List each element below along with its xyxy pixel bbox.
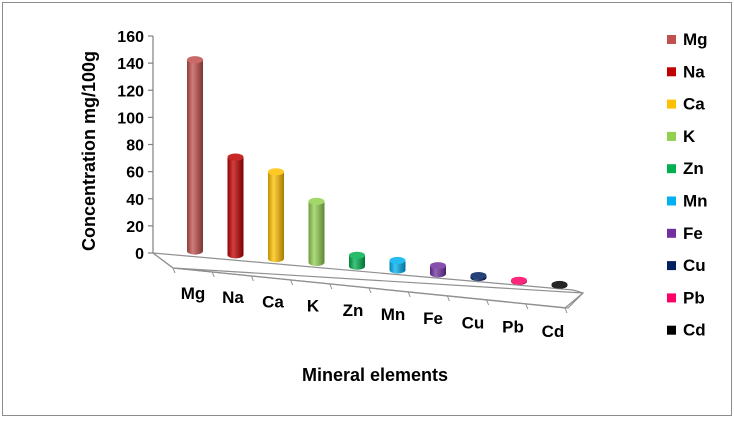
legend-item-cd: Cd [667, 321, 706, 340]
y-tick-label: 60 [126, 165, 144, 182]
y-tick-label: 80 [126, 138, 144, 155]
legend-item-fe: Fe [667, 224, 703, 243]
legend-swatch [667, 325, 676, 335]
legend-label: K [683, 127, 696, 146]
y-tick-label: 120 [117, 83, 144, 100]
bar-k [308, 197, 325, 266]
legend-item-ca: Ca [667, 95, 705, 114]
x-tick-label: Mn [381, 305, 406, 324]
legend-swatch [667, 293, 676, 303]
y-tick-label: 140 [117, 56, 144, 73]
bar-cd [551, 280, 568, 289]
legend-swatch [667, 67, 676, 77]
legend-label: Ca [683, 95, 705, 114]
legend-swatch [667, 228, 676, 238]
y-tick-label: 40 [126, 192, 144, 209]
legend-swatch [667, 35, 676, 44]
y-axis-title: Concentration mg/100g [79, 51, 99, 251]
legend-swatch [667, 261, 676, 271]
x-tick-label: Cu [462, 313, 485, 332]
x-axis-labels: Mg Na Ca K Zn Mn Fe Cu Pb Cd [181, 284, 565, 341]
legend-label: Fe [683, 224, 703, 243]
legend-swatch [667, 131, 676, 141]
y-axis: 0 20 40 60 80 100 120 140 160 [117, 29, 154, 263]
x-tick-label: Fe [423, 309, 443, 328]
bar-series [187, 56, 568, 289]
legend-label: Mn [683, 192, 708, 211]
x-tick-label: K [307, 297, 320, 316]
legend-item-na: Na [667, 62, 705, 81]
x-tick-label: Na [222, 288, 244, 307]
legend-label: Cd [683, 321, 706, 340]
bar-mg [187, 56, 203, 255]
bar-cu [470, 271, 487, 282]
bar-zn [349, 251, 365, 270]
bar-ca [268, 168, 284, 263]
chart-frame: 0 20 40 60 80 100 120 140 160 Mg Na Ca K Zn Mn Fe Cu Pb C… [2, 2, 732, 416]
bar-pb [511, 276, 527, 285]
bar-mn [389, 256, 406, 274]
legend-swatch [667, 99, 676, 109]
bar-fe [430, 262, 446, 278]
y-tick-label: 100 [117, 110, 144, 127]
legend-item-mg: Mg [667, 30, 708, 49]
legend-item-mn: Mn [667, 192, 708, 211]
y-tick-label: 0 [135, 246, 144, 263]
legend-label: Zn [683, 159, 704, 178]
legend-swatch [667, 196, 676, 206]
legend-item-cu: Cu [667, 256, 706, 275]
y-tick-label: 20 [126, 219, 144, 236]
x-axis-title: Mineral elements [302, 365, 448, 385]
x-tick-label: Mg [181, 284, 206, 303]
legend-item-zn: Zn [667, 159, 704, 178]
x-tick-label: Cd [542, 322, 565, 341]
legend-label: Na [683, 62, 705, 81]
y-tick-label: 160 [117, 29, 144, 46]
bar-na [227, 153, 244, 259]
x-tick-label: Zn [343, 301, 364, 320]
legend-label: Cu [683, 256, 706, 275]
legend: Mg Na Ca K Zn Mn Fe Cu Pb Cd [667, 30, 708, 340]
legend-label: Pb [683, 288, 705, 307]
legend-swatch [667, 164, 676, 174]
chart-floor [152, 252, 585, 314]
x-tick-label: Pb [502, 318, 524, 337]
legend-label: Mg [683, 30, 708, 49]
legend-item-pb: Pb [667, 288, 705, 307]
legend-item-k: K [667, 127, 696, 146]
bar-chart: 0 20 40 60 80 100 120 140 160 Mg Na Ca K Zn Mn Fe Cu Pb C… [79, 29, 708, 385]
x-tick-label: Ca [262, 292, 284, 311]
